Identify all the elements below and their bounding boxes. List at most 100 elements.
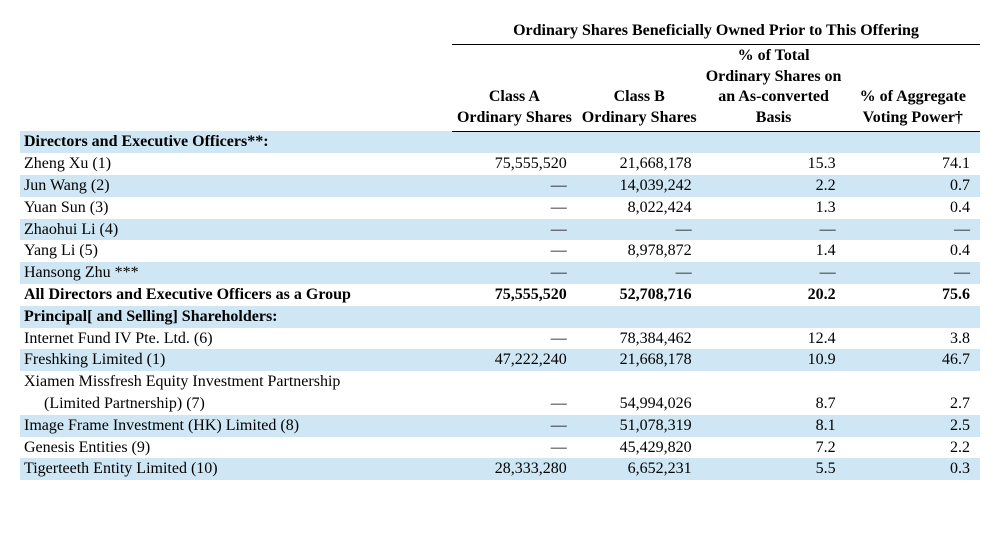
cell-value: 75,555,520 — [452, 153, 577, 175]
row-label: Image Frame Investment (HK) Limited (8) — [20, 415, 452, 437]
cell-value: — — [452, 219, 577, 241]
ownership-table: Ordinary Shares Beneficially Owned Prior… — [20, 20, 980, 480]
col-header-class-a: Class A Ordinary Shares — [452, 44, 577, 131]
cell-value — [452, 306, 577, 328]
row-label: All Directors and Executive Officers as … — [20, 284, 452, 306]
cell-value: — — [452, 175, 577, 197]
cell-value: — — [452, 415, 577, 437]
cell-value: 1.3 — [702, 197, 846, 219]
cell-value: 52,708,716 — [577, 284, 702, 306]
cell-value: — — [702, 262, 846, 284]
row-label: Jun Wang (2) — [20, 175, 452, 197]
row-label: Internet Fund IV Pte. Ltd. (6) — [20, 328, 452, 350]
cell-value: 21,668,178 — [577, 153, 702, 175]
cell-value: — — [452, 437, 577, 459]
cell-value: 3.8 — [846, 328, 980, 350]
cell-value: 21,668,178 — [577, 349, 702, 371]
cell-value: — — [452, 262, 577, 284]
cell-value: 2.7 — [846, 393, 980, 415]
cell-value — [452, 131, 577, 153]
col-header-pct-total: % of Total Ordinary Shares on an As-conv… — [702, 44, 846, 131]
table-row: All Directors and Executive Officers as … — [20, 284, 980, 306]
cell-value: 47,222,240 — [452, 349, 577, 371]
cell-value: 2.2 — [846, 437, 980, 459]
col-header-voting-power: % of Aggregate Voting Power† — [846, 44, 980, 131]
cell-value: — — [577, 219, 702, 241]
row-label: Yang Li (5) — [20, 240, 452, 262]
table-row: Zhaohui Li (4)———— — [20, 219, 980, 241]
cell-value: 0.4 — [846, 240, 980, 262]
table-row: Principal[ and Selling] Shareholders: — [20, 306, 980, 328]
row-label: Genesis Entities (9) — [20, 437, 452, 459]
cell-value: 75.6 — [846, 284, 980, 306]
cell-value: 12.4 — [702, 328, 846, 350]
cell-value: — — [702, 219, 846, 241]
cell-value — [452, 371, 577, 393]
cell-value — [577, 131, 702, 153]
table-row: Internet Fund IV Pte. Ltd. (6)—78,384,46… — [20, 328, 980, 350]
cell-value: 46.7 — [846, 349, 980, 371]
table-row: Hansong Zhu ***———— — [20, 262, 980, 284]
cell-value: — — [452, 393, 577, 415]
table-row: Zheng Xu (1)75,555,52021,668,17815.374.1 — [20, 153, 980, 175]
cell-value: 15.3 — [702, 153, 846, 175]
cell-value: 14,039,242 — [577, 175, 702, 197]
cell-value — [846, 371, 980, 393]
cell-value: 1.4 — [702, 240, 846, 262]
row-label: Zheng Xu (1) — [20, 153, 452, 175]
cell-value: — — [452, 240, 577, 262]
cell-value: — — [452, 328, 577, 350]
table-body: Directors and Executive Officers**:Zheng… — [20, 131, 980, 480]
table-row: Xiamen Missfresh Equity Investment Partn… — [20, 371, 980, 393]
cell-value: 45,429,820 — [577, 437, 702, 459]
cell-value: 0.3 — [846, 458, 980, 480]
cell-value: 0.4 — [846, 197, 980, 219]
cell-value: 8.7 — [702, 393, 846, 415]
row-label: Directors and Executive Officers**: — [20, 131, 452, 153]
cell-value — [846, 131, 980, 153]
cell-value — [577, 371, 702, 393]
cell-value: 8,022,424 — [577, 197, 702, 219]
cell-value: 10.9 — [702, 349, 846, 371]
cell-value — [577, 306, 702, 328]
cell-value: 2.5 — [846, 415, 980, 437]
cell-value: 2.2 — [702, 175, 846, 197]
cell-value — [702, 371, 846, 393]
row-label: Xiamen Missfresh Equity Investment Partn… — [20, 371, 452, 393]
cell-value: — — [846, 262, 980, 284]
row-label: Freshking Limited (1) — [20, 349, 452, 371]
table-row: Tigerteeth Entity Limited (10)28,333,280… — [20, 458, 980, 480]
table-row: Yang Li (5)—8,978,8721.40.4 — [20, 240, 980, 262]
cell-value: 78,384,462 — [577, 328, 702, 350]
cell-value: 28,333,280 — [452, 458, 577, 480]
table-row: (Limited Partnership) (7)—54,994,0268.72… — [20, 393, 980, 415]
table-row: Directors and Executive Officers**: — [20, 131, 980, 153]
blank-header — [20, 44, 452, 131]
table-header: Ordinary Shares Beneficially Owned Prior… — [20, 20, 980, 131]
table-row: Jun Wang (2)—14,039,2422.20.7 — [20, 175, 980, 197]
cell-value: 8,978,872 — [577, 240, 702, 262]
table-row: Image Frame Investment (HK) Limited (8)—… — [20, 415, 980, 437]
blank-header — [20, 20, 452, 44]
table-row: Yuan Sun (3)—8,022,4241.30.4 — [20, 197, 980, 219]
cell-value — [846, 306, 980, 328]
cell-value: — — [577, 262, 702, 284]
cell-value: 51,078,319 — [577, 415, 702, 437]
table-row: Genesis Entities (9)—45,429,8207.22.2 — [20, 437, 980, 459]
cell-value: 20.2 — [702, 284, 846, 306]
cell-value: 6,652,231 — [577, 458, 702, 480]
cell-value: 74.1 — [846, 153, 980, 175]
cell-value: 0.7 — [846, 175, 980, 197]
cell-value: 5.5 — [702, 458, 846, 480]
row-label: Hansong Zhu *** — [20, 262, 452, 284]
ownership-table-container: Ordinary Shares Beneficially Owned Prior… — [20, 20, 980, 480]
cell-value: 8.1 — [702, 415, 846, 437]
cell-value: — — [846, 219, 980, 241]
cell-value: 54,994,026 — [577, 393, 702, 415]
row-label: Zhaohui Li (4) — [20, 219, 452, 241]
row-label: Principal[ and Selling] Shareholders: — [20, 306, 452, 328]
cell-value: 7.2 — [702, 437, 846, 459]
row-label: (Limited Partnership) (7) — [20, 393, 452, 415]
cell-value: 75,555,520 — [452, 284, 577, 306]
cell-value — [702, 131, 846, 153]
